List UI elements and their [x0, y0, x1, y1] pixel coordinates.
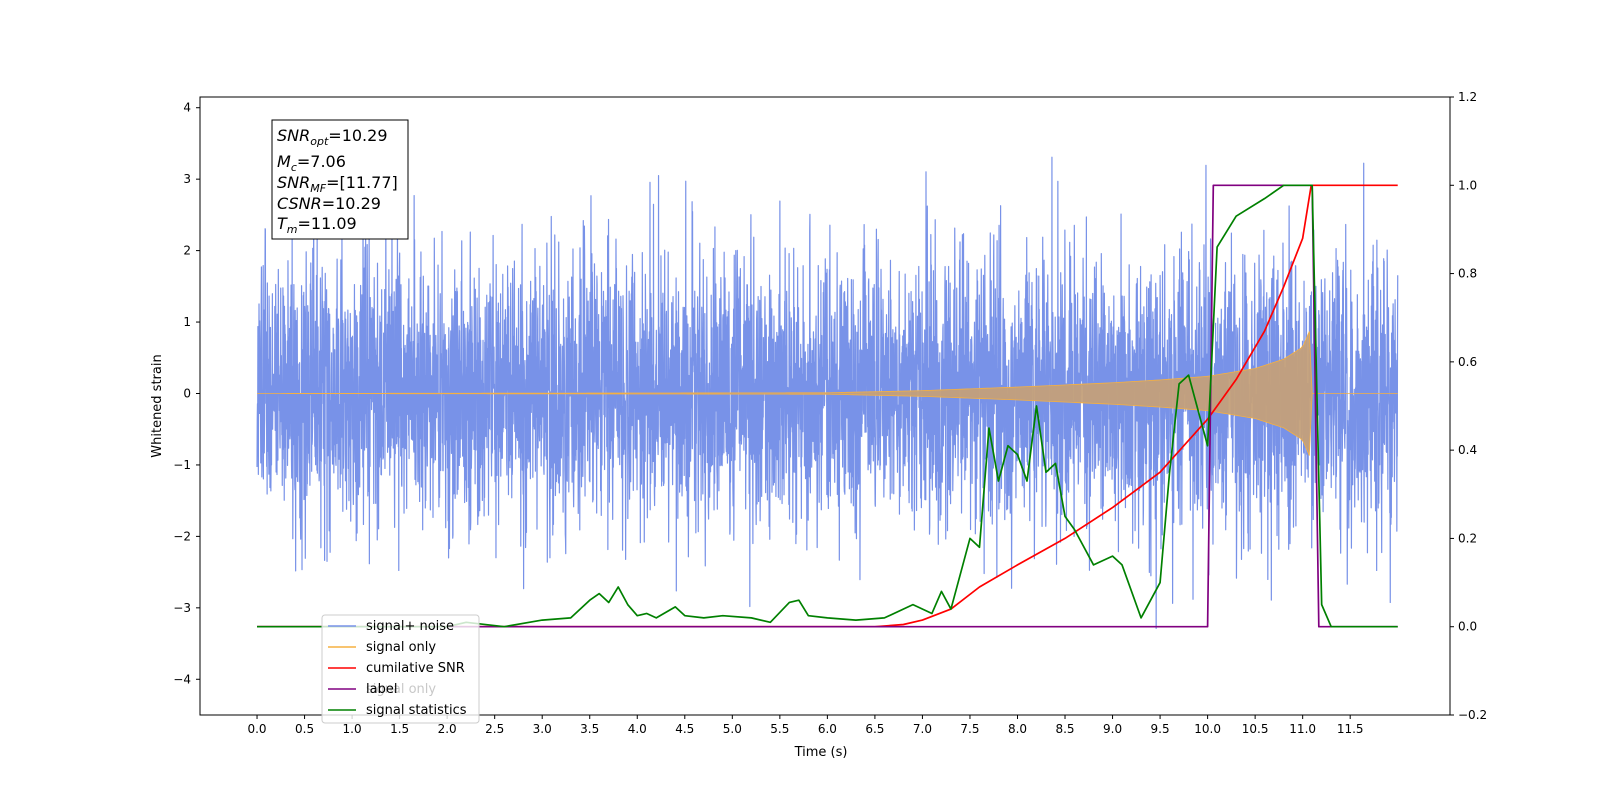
x-tick-label: 3.5	[580, 722, 599, 736]
stats-tm: Tm=11.09	[277, 214, 357, 236]
x-tick-label: 4.5	[675, 722, 694, 736]
y2-tick-label: 0.2	[1458, 531, 1477, 545]
y-axis-right: 1.2 1.0 0.8 0.6 0.4 0.2 0.0 −0.2	[1450, 90, 1487, 722]
stats-csnr: CSNR=10.29	[277, 194, 381, 213]
x-tick-label: 3.0	[533, 722, 552, 736]
x-tick-label: 0.5	[295, 722, 314, 736]
x-tick-label: 1.5	[390, 722, 409, 736]
y-tick-label: 1	[183, 315, 191, 329]
y-tick-label: −2	[173, 529, 191, 543]
legend-item-noise: signal+ noise	[328, 619, 454, 634]
x-tick-label: 2.0	[438, 722, 457, 736]
legend-label-label: label	[366, 682, 397, 697]
legend-item-signal: signal only	[328, 640, 436, 655]
x-tick-label: 7.5	[960, 722, 979, 736]
x-tick-label: 10.0	[1194, 722, 1221, 736]
stats-csnr-value: 10.29	[335, 194, 381, 213]
legend-label-statistics: signal statistics	[366, 703, 467, 718]
x-axis-title: Time (s)	[794, 745, 848, 760]
x-tick-label: 5.0	[723, 722, 742, 736]
y-tick-label: 3	[183, 172, 191, 186]
x-tick-label: 9.0	[1103, 722, 1122, 736]
stats-snr-opt: SNRopt=10.29	[277, 126, 388, 148]
series-signal-only	[257, 331, 1398, 456]
y-tick-label: −4	[173, 672, 191, 686]
y-tick-label: 2	[183, 244, 191, 258]
x-tick-label: 8.0	[1008, 722, 1027, 736]
y2-tick-label: 0.6	[1458, 355, 1477, 369]
legend-item-statistics: signal statistics	[328, 703, 467, 718]
plot-frame	[199, 96, 1451, 716]
x-tick-label: 0.0	[247, 722, 266, 736]
stats-snr-mf-value: [11.77]	[339, 173, 397, 192]
y2-tick-label: 0.8	[1458, 267, 1477, 281]
lines-layer	[257, 184, 1398, 628]
x-tick-label: 2.5	[485, 722, 504, 736]
y-axis-left: 4 3 2 1 0 −1 −2 −3 −4	[173, 101, 200, 686]
legend: signal+ noise signal only cumilative SNR…	[321, 614, 480, 724]
legend-label-noise: signal+ noise	[366, 619, 454, 634]
series-signal-statistics	[257, 184, 1398, 628]
x-tick-label: 8.5	[1055, 722, 1074, 736]
x-tick-label: 6.5	[865, 722, 884, 736]
x-tick-label: 7.0	[913, 722, 932, 736]
legend-label-cumulative-snr: cumilative SNR	[366, 661, 465, 676]
x-tick-label: 4.0	[628, 722, 647, 736]
y-tick-label: −1	[173, 458, 191, 472]
x-tick-label: 9.5	[1151, 722, 1170, 736]
x-tick-label: 5.5	[770, 722, 789, 736]
y2-tick-label: 0.0	[1458, 620, 1477, 634]
x-tick-label: 11.5	[1337, 722, 1364, 736]
legend-item-cumulative-snr: cumilative SNR	[328, 661, 465, 676]
x-tick-label: 10.5	[1242, 722, 1269, 736]
y2-tick-label: −0.2	[1458, 708, 1487, 722]
legend-item-label: signal only label	[328, 682, 436, 697]
stats-tm-value: 11.09	[311, 214, 357, 233]
stats-mc: Mc=7.06	[277, 152, 346, 174]
y-axis-title: Whitened strain	[150, 354, 165, 457]
stats-snr-opt-value: 10.29	[342, 126, 388, 145]
y-tick-label: 0	[183, 386, 191, 400]
stats-mc-value: 7.06	[310, 152, 346, 171]
stats-box: SNRopt=10.29 Mc=7.06 SNRMF=[11.77] CSNR=…	[271, 119, 409, 240]
y-tick-label: 4	[183, 101, 191, 115]
y-tick-label: −3	[173, 601, 191, 615]
series-cumilative-snr	[257, 184, 1398, 628]
signal-layer	[257, 331, 1398, 456]
legend-label-signal: signal only	[366, 640, 436, 655]
legend-frame	[321, 614, 480, 724]
legend-occluded-text: signal only	[366, 682, 436, 697]
stats-snr-mf: SNRMF=[11.77]	[277, 173, 398, 195]
x-tick-label: 6.0	[818, 722, 837, 736]
stats-box-frame	[271, 119, 409, 240]
x-tick-label: 11.0	[1289, 722, 1316, 736]
x-tick-label: 1.0	[343, 722, 362, 736]
y2-tick-label: 1.0	[1458, 178, 1477, 192]
x-axis: 0.0 0.5 1.0 1.5 2.0 2.5 3.0 3.5 4.0 4.5 5.0 5.5 6.0 6…	[247, 715, 1364, 736]
y2-tick-label: 0.4	[1458, 443, 1477, 457]
y2-tick-label: 1.2	[1458, 90, 1477, 104]
